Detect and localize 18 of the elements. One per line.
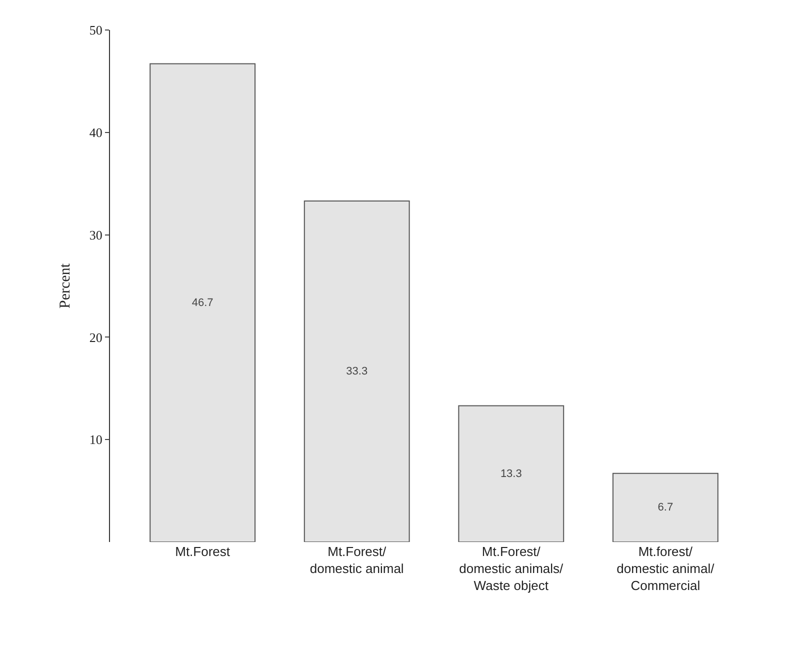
data-label: 13.3 — [500, 468, 522, 480]
x-tick-label: Mt.Forest/domestic animal — [310, 544, 404, 576]
data-label: 46.7 — [192, 296, 214, 309]
x-tick-label: Mt.forest/domestic animal/Commercial — [616, 544, 715, 593]
x-tick-label: Mt.Forest — [175, 544, 230, 559]
x-tick-label: Mt.Forest/domestic animals/Waste object — [459, 544, 564, 593]
data-label: 33.3 — [346, 366, 368, 378]
bar — [612, 472, 718, 542]
y-tick-label: 20 — [89, 330, 102, 345]
bar — [150, 63, 256, 542]
y-tick-label: 30 — [89, 227, 102, 242]
y-tick-label: 10 — [89, 432, 102, 448]
bar — [304, 200, 410, 542]
y-axis-title: Percent — [58, 262, 74, 308]
y-tick-label: 40 — [89, 124, 102, 140]
data-label: 6.7 — [658, 502, 674, 514]
y-tick-label: 50 — [89, 22, 102, 38]
bar — [458, 405, 564, 542]
